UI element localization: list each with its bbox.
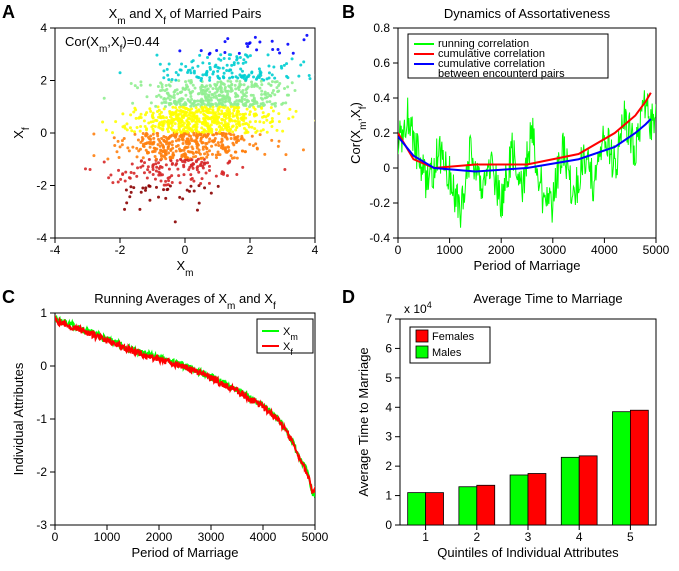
svg-text:-3: -3 <box>36 518 47 532</box>
svg-text:Period of Marriage: Period of Marriage <box>474 258 581 273</box>
svg-text:1: 1 <box>422 530 429 544</box>
svg-text:4000: 4000 <box>250 530 277 544</box>
svg-text:2000: 2000 <box>146 530 173 544</box>
svg-text:Cor(Xm,Xf): Cor(Xm,Xf) <box>348 102 369 164</box>
svg-text:-2: -2 <box>36 179 47 193</box>
svg-text:-0.4: -0.4 <box>369 231 390 245</box>
svg-text:x 104: x 104 <box>404 300 432 316</box>
svg-text:2: 2 <box>40 74 47 88</box>
svg-text:0: 0 <box>40 359 47 373</box>
svg-text:5000: 5000 <box>643 243 670 257</box>
svg-text:Males: Males <box>432 347 462 359</box>
svg-text:4: 4 <box>385 400 392 414</box>
svg-text:7: 7 <box>385 312 392 326</box>
svg-text:-2: -2 <box>115 243 126 257</box>
svg-text:Females: Females <box>432 331 475 343</box>
svg-text:4000: 4000 <box>591 243 618 257</box>
panel-a-chart: Xm and Xf of Married Pairs -4 -2 0 2 4 -4 -2 0 2 4… <box>0 0 340 285</box>
svg-text:0: 0 <box>385 518 392 532</box>
svg-text:5: 5 <box>627 530 634 544</box>
panel-d-chart: x 104 Average Time to Marriage 1 2 3 4 5 0 1 2 3 4 5… <box>340 285 679 571</box>
panel-d-label: D <box>342 287 355 308</box>
svg-text:2000: 2000 <box>488 243 515 257</box>
svg-text:3: 3 <box>525 530 532 544</box>
svg-text:3: 3 <box>385 430 392 444</box>
svg-text:4: 4 <box>576 530 583 544</box>
svg-text:Average Time to Marriage: Average Time to Marriage <box>473 291 622 306</box>
svg-text:0.8: 0.8 <box>373 21 390 35</box>
svg-text:-0.2: -0.2 <box>369 196 390 210</box>
svg-text:Xf: Xf <box>11 127 32 139</box>
svg-text:-4: -4 <box>36 231 47 245</box>
svg-text:1: 1 <box>385 489 392 503</box>
svg-text:1000: 1000 <box>436 243 463 257</box>
panel-a-label: A <box>2 2 15 23</box>
svg-text:Period of Marriage: Period of Marriage <box>132 545 239 560</box>
svg-text:0.4: 0.4 <box>373 91 390 105</box>
svg-text:5: 5 <box>385 371 392 385</box>
svg-text:0: 0 <box>52 530 59 544</box>
svg-text:5000: 5000 <box>302 530 329 544</box>
svg-text:2: 2 <box>247 243 254 257</box>
panel-c-chart: Running Averages of Xm and Xf 0 1000 2000 30… <box>0 285 340 571</box>
svg-text:0: 0 <box>40 126 47 140</box>
svg-text:Cor(Xm,Xf)=0.44: Cor(Xm,Xf)=0.44 <box>65 34 160 55</box>
svg-text:0.6: 0.6 <box>373 56 390 70</box>
svg-text:1000: 1000 <box>94 530 121 544</box>
svg-text:2: 2 <box>385 459 392 473</box>
svg-text:0.2: 0.2 <box>373 126 390 140</box>
panel-b-label: B <box>342 2 355 23</box>
svg-text:4: 4 <box>312 243 319 257</box>
svg-text:-2: -2 <box>36 465 47 479</box>
svg-text:Xm: Xm <box>176 258 193 279</box>
svg-text:Dynamics of Assortativeness: Dynamics of Assortativeness <box>444 6 611 21</box>
svg-text:6: 6 <box>385 341 392 355</box>
svg-text:-4: -4 <box>50 243 61 257</box>
svg-text:Quintiles of Individual Attrib: Quintiles of Individual Attributes <box>437 545 619 560</box>
panel-b-chart: Dynamics of Assortativeness 0 1000 2000 3000… <box>340 0 679 285</box>
svg-text:3000: 3000 <box>539 243 566 257</box>
svg-text:Individual Attributes: Individual Attributes <box>11 362 26 475</box>
svg-text:4: 4 <box>40 21 47 35</box>
svg-text:1: 1 <box>40 306 47 320</box>
svg-text:between encounterd pairs: between encounterd pairs <box>438 68 565 80</box>
svg-text:2: 2 <box>473 530 480 544</box>
svg-text:0: 0 <box>395 243 402 257</box>
svg-text:-1: -1 <box>36 412 47 426</box>
panel-c-label: C <box>2 287 15 308</box>
svg-text:3000: 3000 <box>198 530 225 544</box>
svg-text:0: 0 <box>182 243 189 257</box>
svg-text:Running Averages of Xm and Xf: Running Averages of Xm and Xf <box>94 291 276 312</box>
svg-text:0: 0 <box>383 161 390 175</box>
svg-text:Average Time to Marriage: Average Time to Marriage <box>356 347 371 496</box>
svg-text:Xm and Xf of Married Pairs: Xm and Xf of Married Pairs <box>109 6 262 27</box>
